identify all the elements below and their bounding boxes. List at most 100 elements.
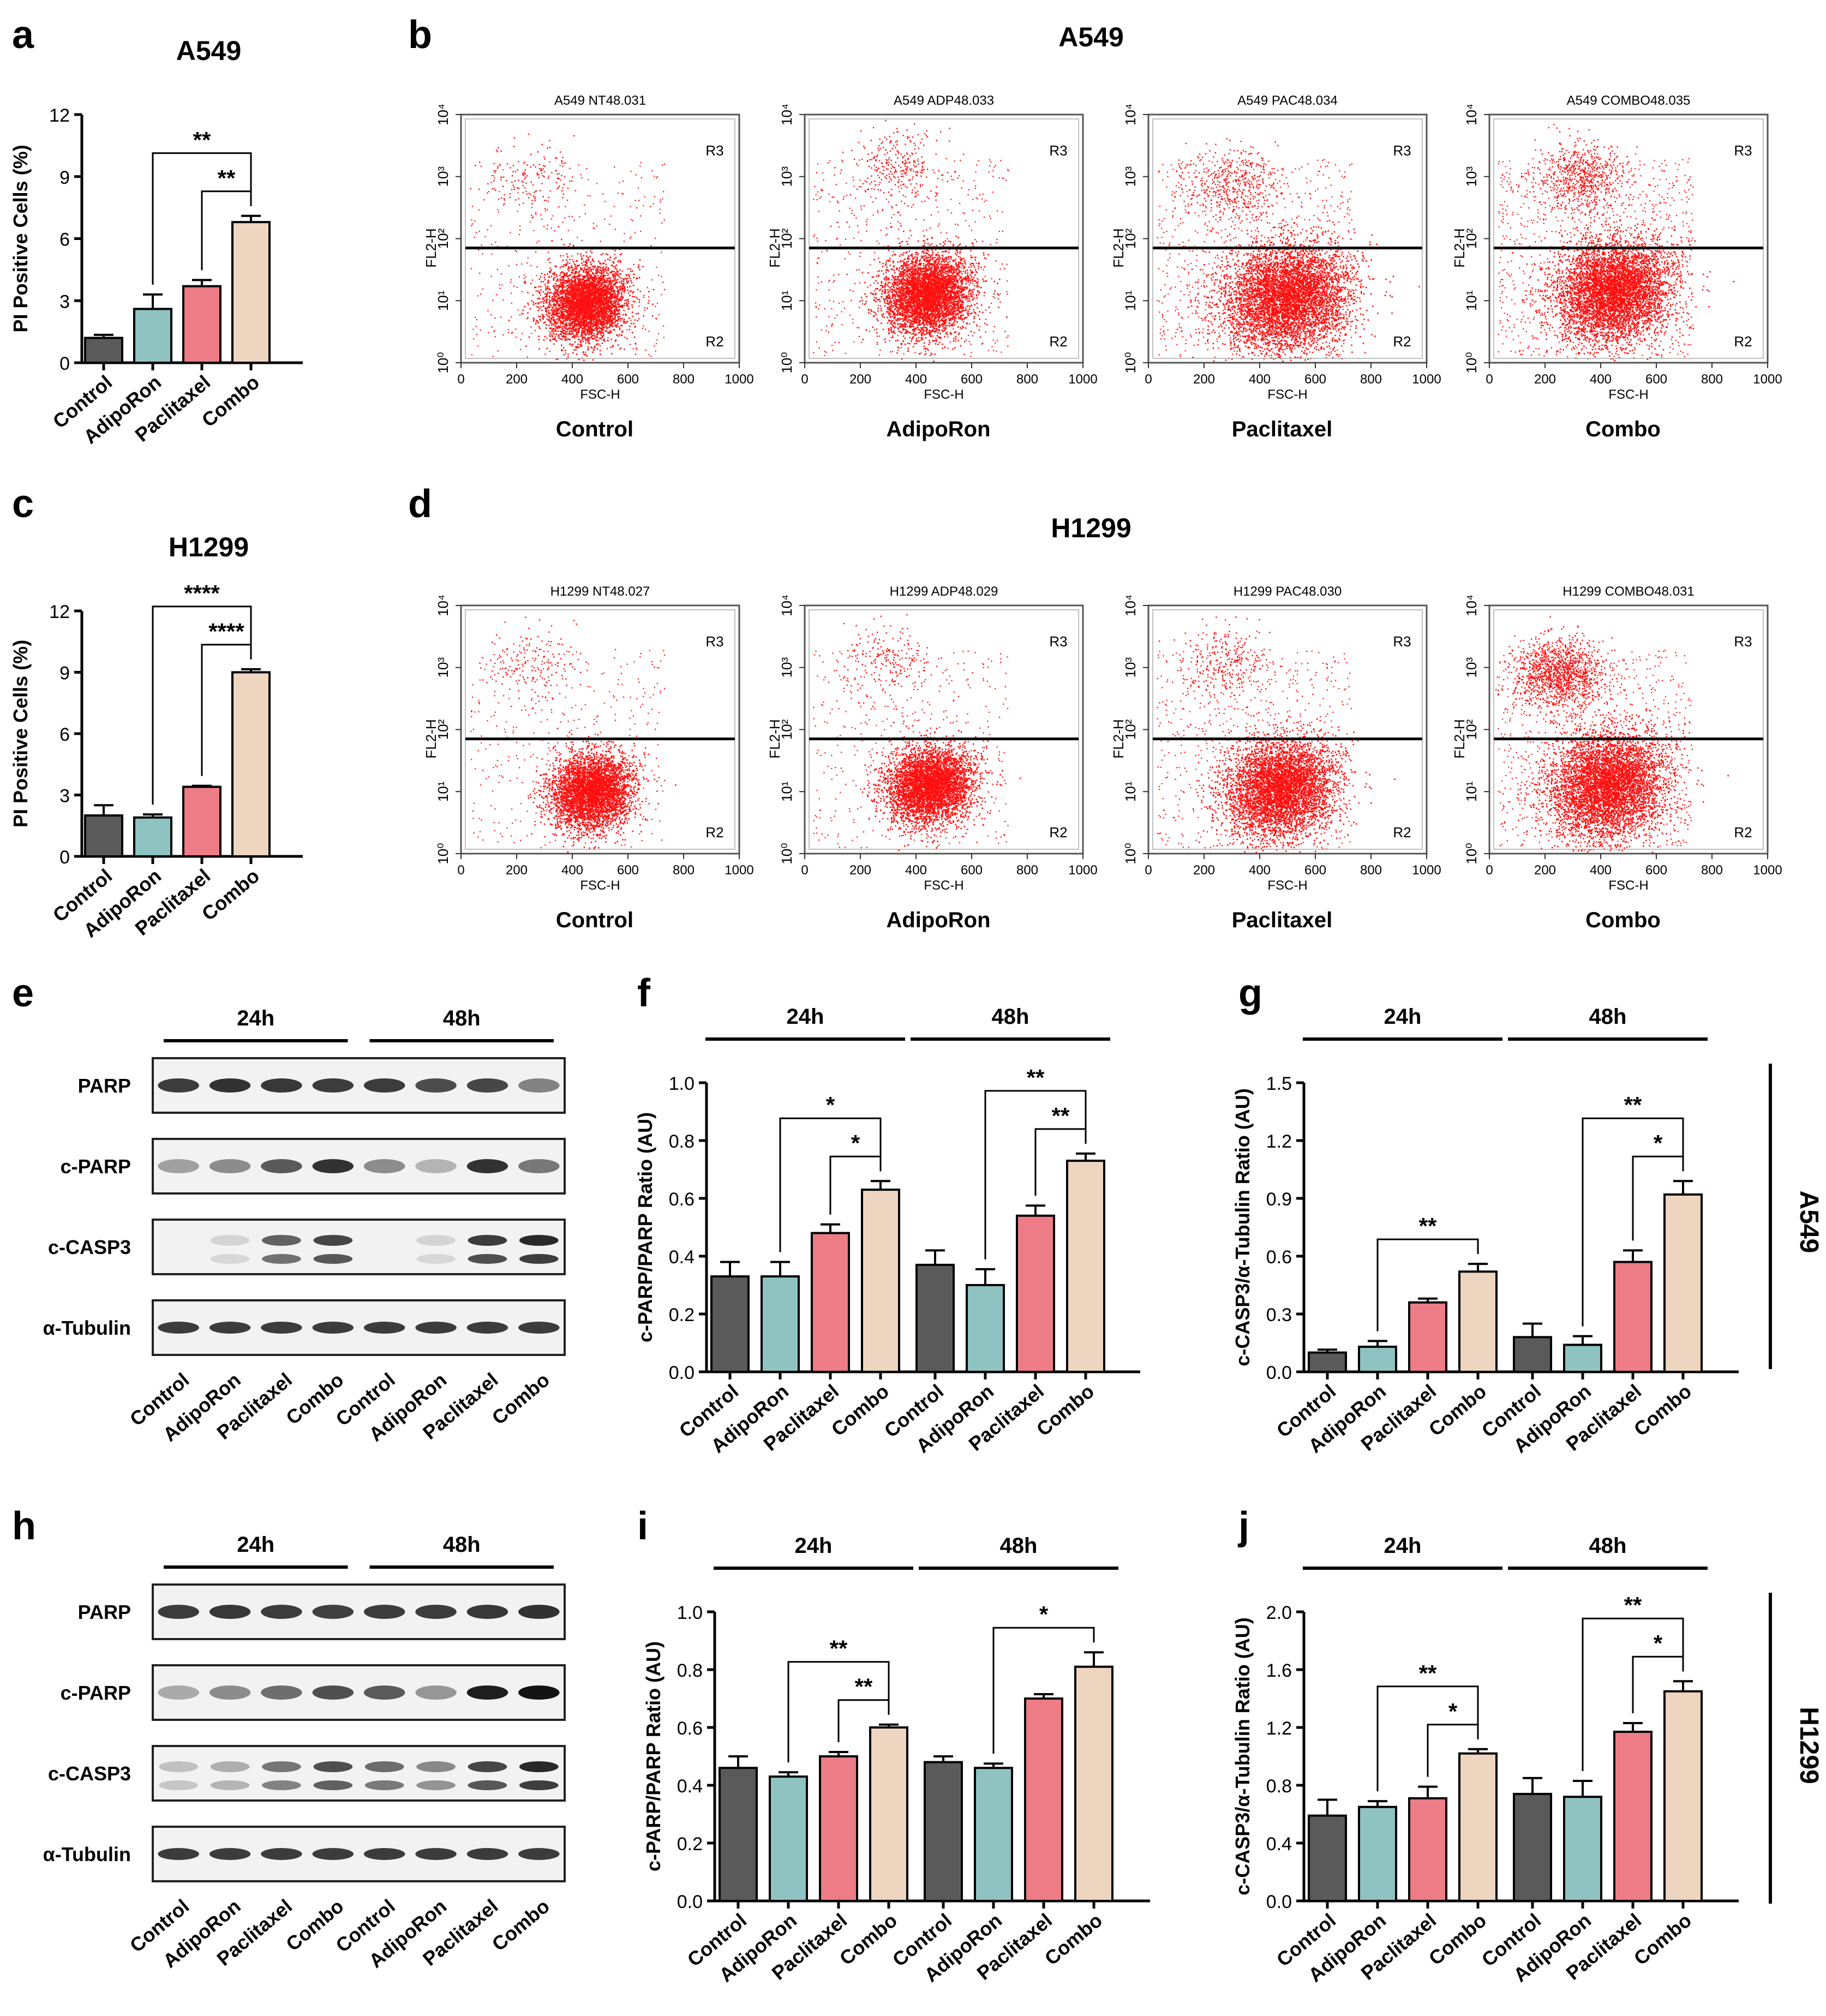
y-tick-label: 10⁰ (1463, 352, 1480, 373)
x-tick-label: 400 (1590, 372, 1612, 387)
y-tick-label: 3 (59, 786, 70, 807)
condition-label: Combo (1585, 908, 1661, 932)
significance-label: ** (855, 1674, 873, 1700)
x-tick-label: 0 (801, 863, 808, 878)
y-tick-label: 0.8 (677, 1660, 703, 1681)
flow-plot-paclitaxel: H1299 PAC48.030 R3 R2 0 200 400 600 800 1000 FSC-… (1110, 584, 1441, 932)
blot-band (313, 1780, 353, 1790)
blot-band (364, 1780, 404, 1790)
group-label: 24h (237, 1006, 274, 1030)
y-tick-label: 1.2 (1266, 1718, 1292, 1739)
blot-band (519, 1761, 559, 1772)
significance-label: **** (184, 580, 220, 606)
significance-bracket (1376, 1685, 1479, 1792)
bar-combo (1663, 1193, 1703, 1373)
x-tick-label: 600 (961, 863, 983, 878)
bar-control (84, 337, 123, 364)
lane-label: Combo (488, 1895, 554, 1955)
gate-label-r3: R3 (1734, 142, 1752, 159)
x-tick-label: 1000 (1753, 372, 1782, 387)
y-tick-label: 10³ (435, 166, 451, 187)
y-axis-label: PI Positive Cells (%) (9, 145, 32, 332)
blot-row--tubulin: α-Tubulin (43, 1299, 566, 1356)
blot-band (158, 1685, 199, 1700)
bar-paclitaxel (1408, 1797, 1447, 1903)
x-tick-label: Combo (1040, 1909, 1106, 1970)
x-tick-label: Combo (827, 1380, 893, 1441)
flow-inner-frame (465, 118, 735, 359)
significance-label: ** (1027, 1065, 1045, 1090)
y-tick-label: 10¹ (779, 781, 795, 802)
bar-control (924, 1761, 963, 1903)
bar-adiporon (974, 1767, 1013, 1902)
flow-plot-combo: A549 COMBO48.035 R3 R2 0 200 400 600 800 1000 FSC… (1451, 93, 1782, 441)
y-tick-label: 10² (1122, 228, 1139, 249)
bar-adiporon (133, 816, 172, 857)
bar-combo (861, 1189, 900, 1373)
bar-combo (231, 671, 271, 857)
blot-band (312, 1078, 354, 1093)
bar-control (915, 1263, 955, 1373)
x-axis-label: FSC-H (1267, 387, 1307, 402)
significance-label: ** (1419, 1660, 1437, 1686)
blot-band (415, 1848, 457, 1860)
y-tick-label: 10⁴ (779, 595, 795, 616)
chart-i: 0.0 0.2 0.4 0.6 0.8 1.0 c-PARP/PARP Ratio (AU)… (642, 1534, 1150, 1987)
x-tick-label: 200 (506, 863, 528, 878)
blot-row-c-parp: c-PARP (61, 1664, 566, 1721)
x-tick-label: 400 (905, 372, 927, 387)
bar-combo (1458, 1752, 1498, 1902)
blot-row--tubulin: α-Tubulin (43, 1826, 566, 1882)
x-axis-label: FSC-H (1608, 878, 1648, 893)
y-tick-label: 10³ (779, 166, 795, 187)
gate-label-r3: R3 (705, 633, 723, 650)
flow-file-name: H1299 ADP48.029 (890, 584, 998, 599)
y-tick-label: 10¹ (779, 290, 795, 311)
y-tick-label: 9 (59, 167, 70, 188)
bar-control (1308, 1351, 1347, 1373)
x-tick-label: 400 (905, 863, 927, 878)
y-tick-label: 0.6 (677, 1718, 703, 1739)
group-label: 48h (1589, 1005, 1627, 1029)
bar-combo (1074, 1665, 1113, 1902)
significance-bracket (1582, 1617, 1684, 1772)
y-axis-label: FL2-H (423, 719, 439, 758)
blot-band (158, 1322, 199, 1334)
bar-paclitaxel (819, 1755, 858, 1902)
blot-band (262, 1780, 301, 1790)
gate-label-r2: R2 (1393, 333, 1411, 350)
bar-combo (1663, 1690, 1703, 1902)
y-tick-label: 10⁴ (435, 595, 451, 616)
chart-title: H1299 (169, 532, 249, 562)
x-axis-label: FSC-H (580, 878, 620, 893)
x-tick-label: 200 (1193, 863, 1215, 878)
significance-label: ** (1624, 1092, 1642, 1118)
y-tick-label: 3 (59, 291, 70, 312)
blot-band (312, 1605, 354, 1619)
side-label-h1299: H1299 (1794, 1707, 1823, 1784)
y-tick-label: 10³ (1122, 166, 1139, 187)
y-tick-label: 10² (1463, 719, 1480, 740)
y-tick-label: 12 (49, 602, 70, 622)
blot-band (312, 1159, 354, 1173)
x-axis-label: FSC-H (580, 387, 620, 402)
significance-label: * (1654, 1630, 1663, 1656)
y-tick-label: 10⁴ (435, 104, 451, 125)
chart-title: A549 (176, 35, 242, 66)
flow-events (1157, 138, 1420, 362)
panel-letter-c: c (12, 482, 34, 526)
flow-frame (1147, 604, 1428, 855)
blot-band (518, 1159, 560, 1173)
bar-adiporon (761, 1275, 800, 1373)
y-tick-label: 10² (1122, 719, 1139, 740)
blot-band (466, 1605, 508, 1619)
bar-adiporon (1563, 1343, 1602, 1373)
blot-band (416, 1254, 456, 1264)
y-axis-label: FL2-H (1110, 228, 1127, 267)
panel-letter-g: g (1238, 971, 1262, 1015)
significance-label: * (1448, 1699, 1458, 1724)
blot-band (518, 1685, 560, 1700)
flow-events (1495, 616, 1729, 853)
blot-band (261, 1605, 302, 1619)
